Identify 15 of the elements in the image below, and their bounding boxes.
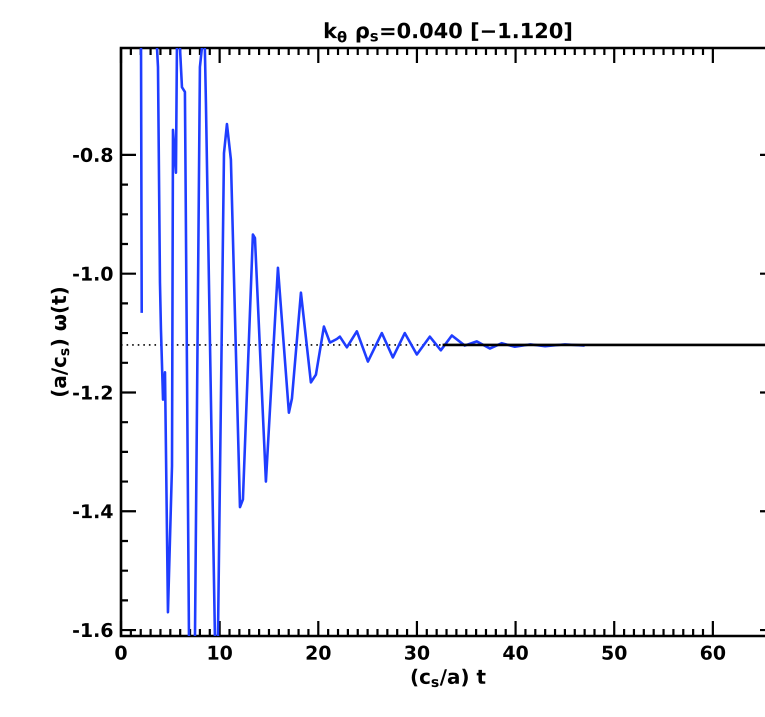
y-tick-label: -1.6 (73, 622, 112, 638)
x-tick-label: 40 (503, 646, 528, 660)
x-tick-label: 20 (306, 646, 331, 660)
x-tick-label: 30 (405, 646, 430, 660)
x-tick-label: 50 (602, 646, 626, 660)
y-tick-label: -1.2 (73, 385, 112, 400)
x-tick-label: 10 (208, 646, 232, 660)
y-tick-label: -1.0 (73, 266, 113, 281)
x-tick-label: 60 (700, 646, 726, 660)
y-tick-label: -1.4 (73, 504, 113, 518)
y-tick-label: -0.8 (73, 148, 112, 162)
y-axis-title: (a/c$_{s}$) ω(t) (50, 288, 70, 396)
chart-title: k$_{θ}$ ρ$_{s}$=0.040 [−1.120] (324, 22, 572, 43)
x-tick-label: 0 (115, 646, 127, 660)
x-axis-title: (c$_{s}$/a) t (412, 668, 486, 688)
